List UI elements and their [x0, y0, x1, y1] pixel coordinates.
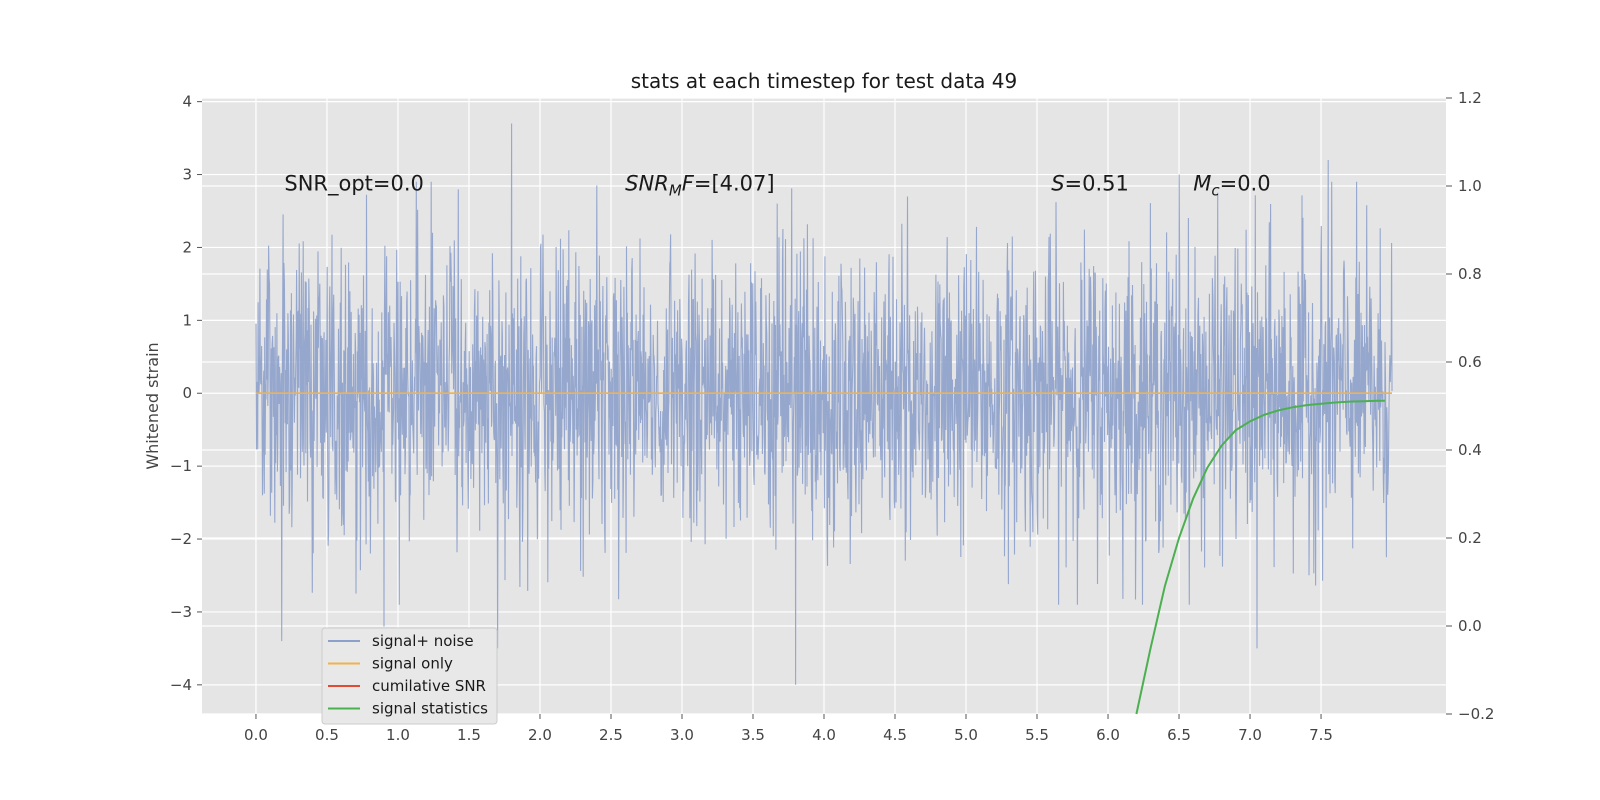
annotation: SNRMF=[4.07] [625, 171, 774, 199]
x-tick-label: 3.0 [670, 726, 694, 744]
x-tick-label: 6.0 [1096, 726, 1120, 744]
y-axis-label: Whitened strain [143, 342, 162, 469]
legend-frame [321, 627, 498, 725]
y-tick-label: 0 [182, 384, 192, 402]
y-tick-label: −2 [170, 530, 192, 548]
y2-tick-label: −0.2 [1458, 705, 1494, 723]
annotation: Mc=0.0 [1193, 171, 1270, 199]
legend: signal+ noise signal only cumilative SNR si… [321, 627, 498, 725]
series-line-signal-plus-noise [255, 123, 1393, 685]
x-tick-label: 0.0 [244, 726, 268, 744]
annotation-part: =[4.07] [694, 171, 775, 195]
x-axis-ticks: 0.0 0.5 1.0 1.5 2.0 2.5 3.0 3.5 4.0 4.5 5.0 5.5 6.0 6… [244, 714, 1333, 744]
annotation-part: =0.51 [1065, 171, 1129, 195]
y2-tick-label: 0.0 [1458, 617, 1482, 635]
y2-tick-label: 1.2 [1458, 89, 1482, 107]
legend-label: signal+ noise [372, 632, 474, 650]
x-tick-label: 2.5 [599, 726, 623, 744]
y2-tick-label: 0.6 [1458, 353, 1482, 371]
x-tick-label: 3.5 [741, 726, 765, 744]
y2-tick-label: 0.8 [1458, 265, 1482, 283]
annotation-part: =0.0 [1220, 171, 1271, 195]
x-tick-label: 0.5 [315, 726, 339, 744]
annotation: SNR_opt=0.0 [284, 171, 424, 196]
x-tick-label: 7.0 [1238, 726, 1262, 744]
y2-tick-label: 0.4 [1458, 441, 1482, 459]
x-tick-label: 1.0 [386, 726, 410, 744]
annotation-part: M [1193, 171, 1211, 195]
y2-axis-ticks: 1.2 1.0 0.8 0.6 0.4 0.2 0.0 −0.2 [1446, 89, 1494, 723]
y-tick-label: −3 [170, 603, 192, 621]
annotations: SNR_opt=0.0 SNRMF=[4.07] S=0.51 Mc=0.0 [284, 171, 1270, 199]
y-axis-ticks: 4 3 2 1 0 −1 −2 −3 −4 [170, 93, 202, 694]
x-tick-label: 1.5 [457, 726, 481, 744]
x-tick-label: 4.5 [883, 726, 907, 744]
y2-tick-label: 0.2 [1458, 529, 1482, 547]
annotation-part: M [669, 181, 682, 199]
x-tick-label: 6.5 [1167, 726, 1191, 744]
y-tick-label: −4 [170, 676, 192, 694]
series-layer [255, 123, 1393, 715]
y-tick-label: 3 [182, 166, 192, 184]
annotation-part: F [682, 171, 695, 195]
annotation-part: SNR [625, 171, 669, 195]
x-tick-label: 5.0 [954, 726, 978, 744]
legend-label: signal only [372, 655, 453, 673]
x-tick-label: 4.0 [812, 726, 836, 744]
y-tick-label: 2 [182, 238, 192, 256]
annotation: S=0.51 [1051, 171, 1129, 195]
y-tick-label: 1 [182, 311, 192, 329]
y2-tick-label: 1.0 [1458, 177, 1482, 195]
legend-label: signal statistics [372, 700, 488, 718]
series-line-3 [1135, 399, 1385, 715]
annotation-part: SNR_opt=0.0 [284, 171, 424, 196]
y-tick-label: 4 [182, 93, 192, 111]
y-tick-label: −1 [170, 457, 192, 475]
annotation-part: S [1051, 171, 1064, 195]
x-tick-label: 2.0 [528, 726, 552, 744]
x-tick-label: 7.5 [1309, 726, 1333, 744]
x-tick-label: 5.5 [1025, 726, 1049, 744]
chart-title: stats at each timestep for test data 49 [631, 69, 1017, 93]
legend-label: cumilative SNR [372, 677, 486, 695]
annotation-part: c [1211, 181, 1220, 199]
